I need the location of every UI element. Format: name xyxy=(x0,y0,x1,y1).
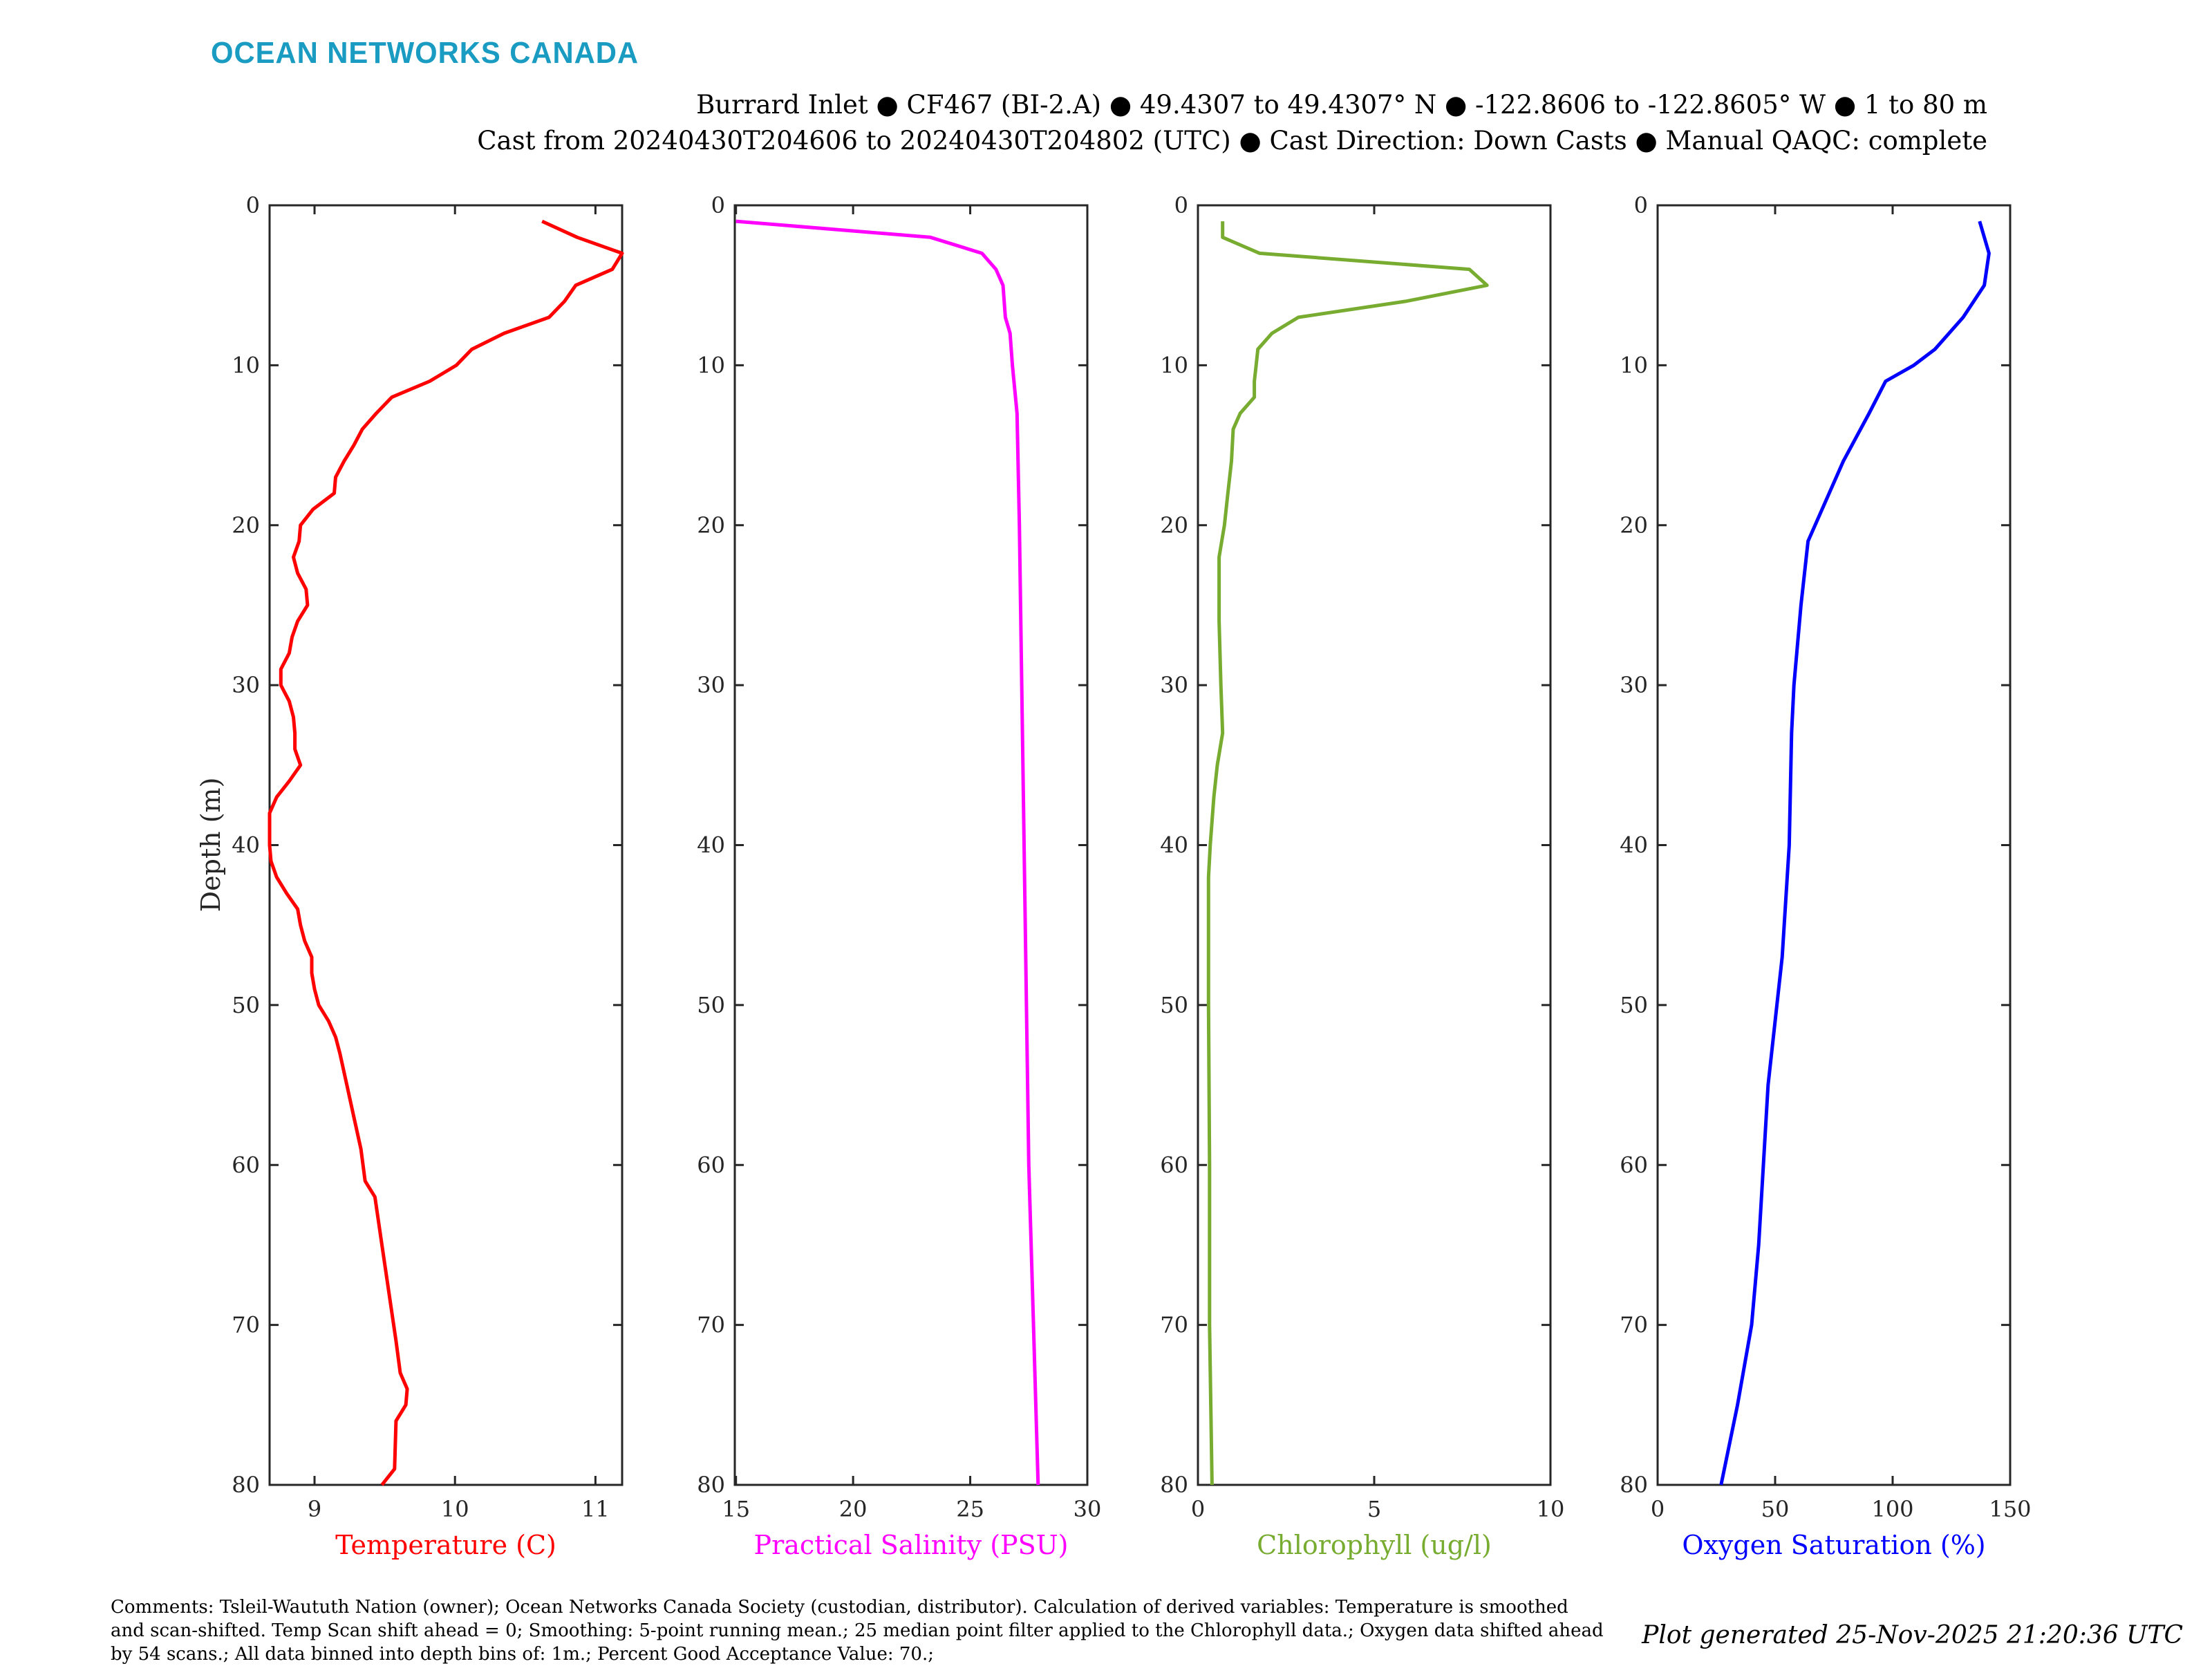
x-tick-label: 100 xyxy=(1871,1496,1913,1522)
y-tick-label: 40 xyxy=(232,832,260,859)
x-tick-label: 20 xyxy=(839,1496,868,1522)
y-tick-label: 40 xyxy=(697,832,725,859)
x-tick-label: 0 xyxy=(1651,1496,1665,1522)
plot-title-location: Burrard Inlet ● CF467 (BI-2.A) ● 49.4307… xyxy=(696,90,1987,120)
temperature-panel: 0 10 20 30 40 50 60 70 80 9 10 11 Temperature (C) xyxy=(232,192,624,1560)
y-tick-label: 60 xyxy=(232,1152,260,1178)
y-tick-label: 10 xyxy=(1620,352,1648,378)
y-tick-label: 20 xyxy=(232,512,260,539)
x-tick-label: 11 xyxy=(581,1496,610,1522)
ocean-networks-canada-logo: OCEAN NETWORKS CANADA xyxy=(211,36,639,70)
y-tick-label: 80 xyxy=(697,1472,725,1498)
axes-box xyxy=(268,204,624,1486)
x-tick-label: 0 xyxy=(1191,1496,1205,1522)
x-tick-label: 15 xyxy=(722,1496,750,1522)
y-tick-label: 0 xyxy=(1174,192,1188,218)
oxygen-series-line xyxy=(1719,221,1991,1486)
y-axis-label: Depth (m) xyxy=(196,778,226,912)
x-tick-label: 25 xyxy=(956,1496,984,1522)
y-tick-label: 60 xyxy=(1620,1152,1648,1178)
oxygen-axis-label: Oxygen Saturation (%) xyxy=(1682,1530,1985,1560)
x-tick-label: 150 xyxy=(1989,1496,2031,1522)
plot-generated-timestamp: Plot generated 25-Nov-2025 21:20:36 UTC xyxy=(1642,1621,2183,1649)
chlorophyll-axis-label: Chlorophyll (ug/l) xyxy=(1257,1530,1492,1560)
y-tick-label: 80 xyxy=(1160,1472,1188,1498)
comments-text: Comments: Tsleil-Waututh Nation (owner);… xyxy=(111,1597,1604,1665)
y-tick-label: 60 xyxy=(1160,1152,1188,1178)
y-tick-label: 50 xyxy=(232,992,260,1018)
salinity-series-line xyxy=(735,219,1040,1486)
x-tick-label: 9 xyxy=(308,1496,321,1522)
temperature-axis-label: Temperature (C) xyxy=(335,1530,556,1560)
y-tick-label: 40 xyxy=(1160,832,1188,859)
y-tick-label: 80 xyxy=(232,1472,260,1498)
y-tick-label: 0 xyxy=(1634,192,1648,218)
y-tick-label: 20 xyxy=(697,512,725,539)
y-tick-label: 30 xyxy=(1620,672,1648,698)
y-tick-label: 20 xyxy=(1620,512,1648,539)
y-tick-label: 30 xyxy=(697,672,725,698)
y-tick-label: 0 xyxy=(711,192,725,218)
plot-title-cast: Cast from 20240430T204606 to 20240430T20… xyxy=(477,126,1987,156)
x-tick-label: 10 xyxy=(441,1496,469,1522)
axes-box xyxy=(733,204,1089,1486)
y-tick-label: 40 xyxy=(1620,832,1648,859)
y-tick-label: 60 xyxy=(697,1152,725,1178)
y-tick-label: 50 xyxy=(1620,992,1648,1018)
y-tick-label: 10 xyxy=(697,352,725,378)
y-tick-label: 30 xyxy=(1160,672,1188,698)
axes-box xyxy=(1656,204,2012,1486)
y-tick-label: 0 xyxy=(246,192,260,218)
y-tick-label: 70 xyxy=(697,1312,725,1338)
y-tick-label: 80 xyxy=(1620,1472,1648,1498)
x-tick-label: 10 xyxy=(1537,1496,1565,1522)
temperature-series-line xyxy=(268,219,624,1486)
y-tick-label: 10 xyxy=(1160,352,1188,378)
y-tick-label: 70 xyxy=(1160,1312,1188,1338)
chlorophyll-series-line xyxy=(1206,221,1489,1486)
axes-box xyxy=(1197,204,1552,1486)
y-tick-label: 50 xyxy=(697,992,725,1018)
y-tick-label: 20 xyxy=(1160,512,1188,539)
x-tick-label: 30 xyxy=(1074,1496,1102,1522)
x-tick-label: 50 xyxy=(1761,1496,1790,1522)
y-tick-label: 30 xyxy=(232,672,260,698)
y-tick-label: 70 xyxy=(232,1312,260,1338)
y-tick-label: 10 xyxy=(232,352,260,378)
salinity-axis-label: Practical Salinity (PSU) xyxy=(754,1530,1069,1560)
y-tick-label: 70 xyxy=(1620,1312,1648,1338)
x-tick-label: 5 xyxy=(1367,1496,1381,1522)
y-tick-label: 50 xyxy=(1160,992,1188,1018)
